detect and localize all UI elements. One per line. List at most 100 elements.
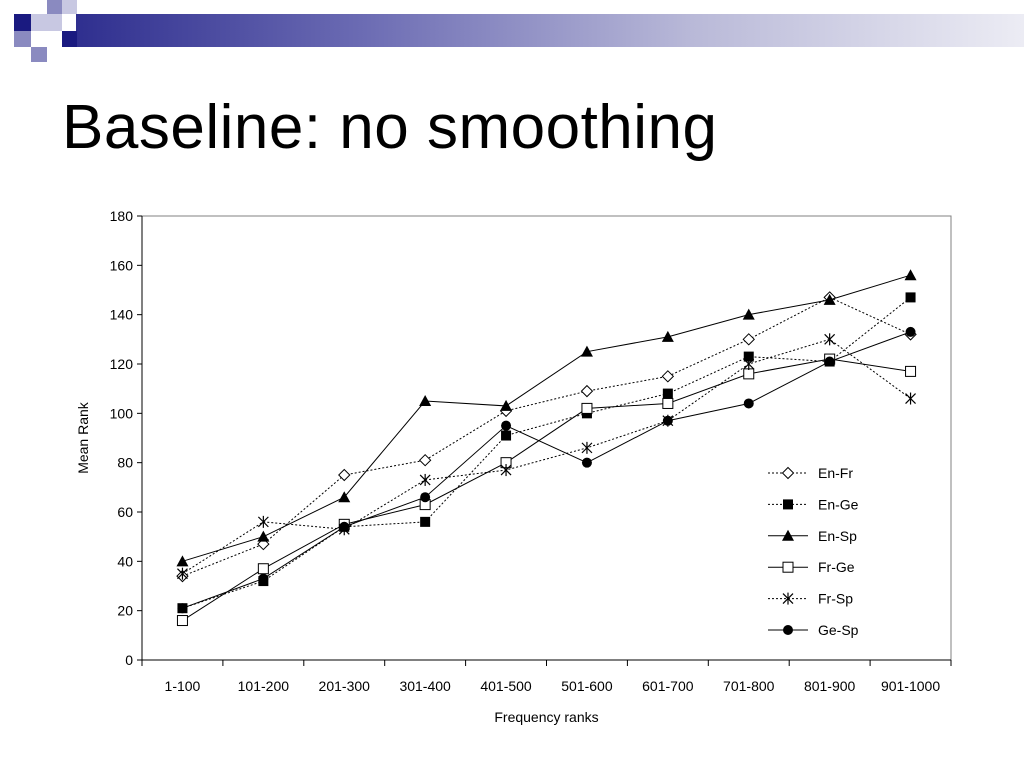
data-point-marker	[661, 330, 674, 342]
data-point-marker	[419, 395, 432, 406]
data-point-marker	[418, 453, 432, 467]
decoration-square-mid	[47, 0, 62, 14]
data-point-marker	[905, 292, 916, 303]
series-line	[182, 358, 911, 621]
x-tick-label: 1-100	[165, 678, 201, 694]
data-point-marker	[177, 603, 188, 614]
data-point-marker	[905, 326, 916, 337]
data-point-marker	[824, 356, 835, 367]
data-point-marker	[743, 368, 755, 380]
data-point-marker	[743, 351, 754, 362]
legend-item: Fr-Ge	[768, 559, 855, 575]
data-point-marker	[501, 430, 512, 441]
y-tick-label: 20	[117, 603, 133, 619]
legend-label: Fr-Sp	[818, 591, 853, 607]
y-tick-label: 100	[110, 405, 134, 421]
y-tick-label: 60	[117, 504, 133, 520]
data-point-marker	[824, 333, 836, 346]
legend-item: En-Ge	[768, 496, 859, 512]
series-en-sp	[176, 269, 917, 567]
x-tick-label: 201-300	[319, 678, 371, 694]
x-tick-label: 501-600	[561, 678, 613, 694]
decoration-square-dark	[62, 31, 77, 47]
data-point-marker	[580, 345, 593, 357]
series-line	[182, 297, 911, 609]
decoration-square-mid	[14, 31, 31, 47]
legend: En-Fr En-Ge En-Sp Fr-Ge Fr-Sp Ge-Sp	[768, 465, 859, 638]
x-tick-label: 701-800	[723, 678, 775, 694]
title-decoration	[0, 0, 1024, 62]
x-tick-label: 901-1000	[881, 678, 940, 694]
series-fr-sp	[177, 333, 916, 580]
data-point-marker	[580, 384, 594, 398]
decoration-square-mid	[31, 47, 47, 62]
decoration-square-light	[47, 14, 62, 31]
series-line	[182, 296, 911, 577]
y-axis-title: Mean Rank	[75, 401, 91, 474]
data-point-marker	[662, 415, 673, 426]
data-point-marker	[823, 293, 836, 305]
data-point-marker	[742, 308, 755, 320]
data-point-marker	[338, 491, 351, 503]
series-ge-sp	[177, 326, 916, 614]
x-axis-title: Frequency ranks	[494, 709, 598, 725]
y-tick-label: 0	[125, 652, 133, 668]
data-point-marker	[257, 515, 269, 528]
data-point-marker	[743, 358, 755, 370]
data-point-marker	[338, 468, 351, 482]
series-fr-ge	[176, 353, 917, 627]
legend-label: Ge-Sp	[818, 622, 859, 638]
series-en-ge	[177, 292, 916, 614]
legend-item: Ge-Sp	[768, 622, 859, 638]
data-point-marker	[581, 457, 592, 468]
x-tick-label: 801-900	[804, 678, 856, 694]
data-point-marker	[176, 615, 188, 627]
series-en-fr	[176, 291, 917, 583]
decoration-square-light	[31, 14, 47, 31]
data-point-marker	[500, 464, 512, 477]
y-tick-label: 40	[117, 553, 133, 569]
data-point-marker	[257, 530, 270, 542]
data-point-marker	[500, 399, 513, 411]
series-line	[182, 331, 911, 609]
legend-item: En-Sp	[768, 528, 857, 544]
y-tick-label: 80	[117, 455, 133, 471]
x-tick-label: 401-500	[480, 678, 532, 694]
data-point-marker	[258, 573, 269, 584]
header-gradient-bar	[76, 14, 1024, 47]
decoration-square-light	[62, 0, 77, 14]
data-point-marker	[905, 365, 917, 377]
y-tick-label: 120	[110, 356, 134, 372]
data-point-marker	[743, 398, 754, 409]
legend-label: En-Fr	[818, 465, 853, 481]
y-tick-label: 180	[110, 208, 134, 224]
legend-label: Fr-Ge	[818, 559, 855, 575]
decoration-square-dark	[14, 14, 31, 31]
data-point-marker	[905, 392, 916, 405]
series-line	[182, 338, 911, 575]
series-line	[182, 274, 911, 562]
data-point-marker	[177, 567, 188, 580]
legend-label: En-Sp	[818, 528, 857, 544]
legend-item: Fr-Sp	[768, 591, 853, 607]
data-point-marker	[782, 561, 794, 573]
legend-label: En-Ge	[818, 496, 859, 512]
data-point-marker	[339, 521, 350, 532]
y-tick-label: 140	[110, 307, 134, 323]
data-point-marker	[581, 441, 593, 454]
data-point-marker	[661, 370, 675, 383]
data-point-marker	[781, 466, 795, 480]
data-point-marker	[176, 555, 189, 567]
data-point-marker	[420, 516, 431, 527]
slide-title: Baseline: no smoothing	[62, 93, 718, 162]
data-point-marker	[782, 529, 794, 541]
x-tick-label: 301-400	[399, 678, 451, 694]
legend-item: En-Fr	[768, 465, 853, 481]
data-point-marker	[783, 499, 793, 510]
data-point-marker	[257, 563, 269, 575]
data-point-marker	[782, 592, 794, 605]
y-tick-label: 160	[110, 257, 134, 273]
x-tick-label: 101-200	[238, 678, 290, 694]
data-point-marker	[742, 333, 755, 346]
